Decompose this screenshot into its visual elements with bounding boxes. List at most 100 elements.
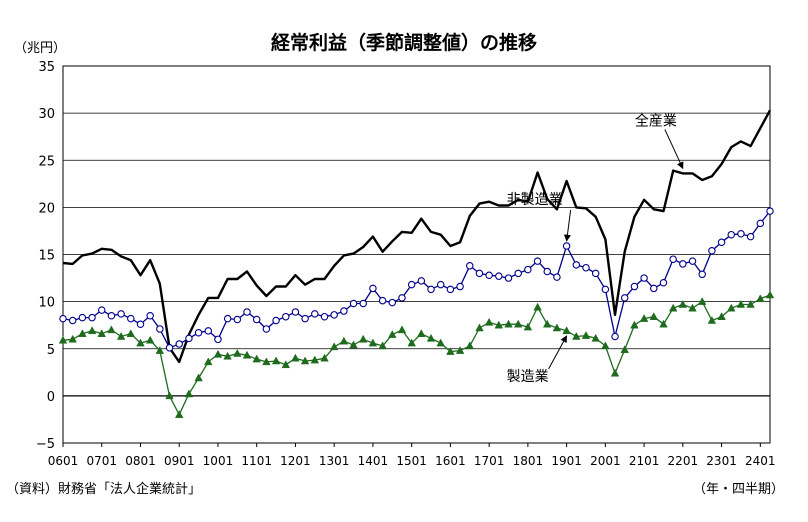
- data-point: [271, 356, 281, 365]
- data-point: [174, 410, 184, 418]
- data-point: [446, 285, 455, 294]
- data-point: [330, 311, 338, 319]
- data-point: [107, 325, 116, 334]
- data-point: [272, 316, 280, 325]
- data-point: [97, 329, 106, 337]
- data-point: [378, 296, 387, 305]
- y-tick-label: 5: [47, 343, 55, 358]
- data-point: [524, 265, 532, 274]
- data-point: [223, 351, 232, 360]
- data-point: [223, 314, 232, 323]
- data-point: [650, 284, 658, 293]
- x-tick-label: 1301: [319, 454, 350, 468]
- data-point: [213, 349, 223, 358]
- data-point: [340, 307, 348, 315]
- data-point: [668, 303, 678, 312]
- data-point: [610, 368, 620, 377]
- data-point: [765, 290, 775, 299]
- data-point: [552, 323, 562, 332]
- y-tick-label: 35: [38, 60, 55, 75]
- data-point: [58, 335, 68, 344]
- data-point: [329, 342, 339, 351]
- axis-layer: 35 30 25 20 15 10 5 0 −5 0601 0701 0801 0901 1001 1101…: [36, 60, 776, 468]
- data-point: [185, 334, 193, 343]
- data-point: [262, 325, 271, 333]
- x-axis-unit-label: （年・四半期）: [693, 482, 785, 497]
- data-point: [620, 345, 629, 353]
- x-tick-label: 1501: [396, 454, 427, 468]
- data-point: [727, 303, 736, 312]
- data-point: [252, 354, 261, 363]
- data-point: [504, 274, 513, 282]
- data-point: [436, 280, 445, 289]
- data-point: [417, 329, 426, 337]
- data-point: [426, 333, 436, 342]
- data-point: [504, 319, 513, 328]
- data-point: [369, 284, 377, 293]
- data-point: [659, 319, 668, 328]
- data-point: [398, 294, 406, 302]
- data-point: [233, 348, 242, 357]
- x-tick-label: 2101: [629, 454, 660, 468]
- data-point: [358, 334, 368, 343]
- data-point: [417, 277, 426, 285]
- data-point: [436, 338, 445, 347]
- data-point: [194, 373, 203, 382]
- x-tick-label: 2301: [706, 454, 737, 468]
- data-point: [145, 335, 155, 344]
- data-point: [601, 341, 610, 350]
- series-label-arrow: [664, 129, 684, 170]
- data-point: [455, 346, 465, 354]
- data-point: [136, 320, 145, 328]
- data-point: [175, 340, 183, 348]
- data-point: [494, 320, 504, 329]
- data-point: [708, 246, 716, 255]
- data-point: [155, 346, 165, 354]
- data-point: [572, 331, 581, 340]
- data-point: [746, 232, 755, 241]
- data-point: [87, 326, 97, 335]
- data-point: [165, 344, 174, 352]
- series-label: 非製造業: [507, 192, 563, 208]
- data-point: [737, 230, 745, 238]
- x-tick-label: 0701: [86, 454, 117, 468]
- data-point: [116, 331, 126, 340]
- data-point: [727, 230, 736, 239]
- data-point: [484, 317, 494, 326]
- x-tick-label: 0901: [164, 454, 195, 468]
- data-point: [562, 242, 571, 250]
- y-axis-unit-label: （兆円）: [14, 41, 67, 56]
- data-point: [639, 314, 649, 322]
- data-point: [495, 272, 503, 280]
- y-tick-label: 30: [38, 107, 55, 122]
- data-point: [465, 341, 475, 350]
- data-point: [601, 285, 610, 294]
- grid-layer: [62, 65, 771, 444]
- data-point: [282, 312, 290, 321]
- data-point: [165, 391, 174, 400]
- series-label: 製造業: [507, 369, 549, 385]
- data-point: [243, 308, 251, 316]
- data-point: [466, 262, 474, 270]
- data-point: [746, 299, 755, 308]
- data-point: [533, 302, 542, 311]
- data-point: [717, 238, 726, 246]
- data-point: [126, 329, 136, 337]
- data-point: [707, 315, 717, 324]
- x-tick-label: 0801: [125, 454, 156, 468]
- series-label: 全産業: [635, 112, 677, 129]
- x-tick-label: 1701: [474, 454, 505, 468]
- data-point: [688, 303, 697, 312]
- data-point: [640, 274, 648, 282]
- data-point: [117, 310, 125, 318]
- data-point: [514, 269, 522, 278]
- data-point: [88, 313, 96, 322]
- data-point: [427, 285, 435, 294]
- data-point: [572, 261, 581, 269]
- data-point: [697, 297, 707, 305]
- source-note: （資料）財務省「法人企業統計」: [6, 482, 202, 497]
- data-point: [513, 319, 523, 328]
- data-point: [542, 319, 552, 328]
